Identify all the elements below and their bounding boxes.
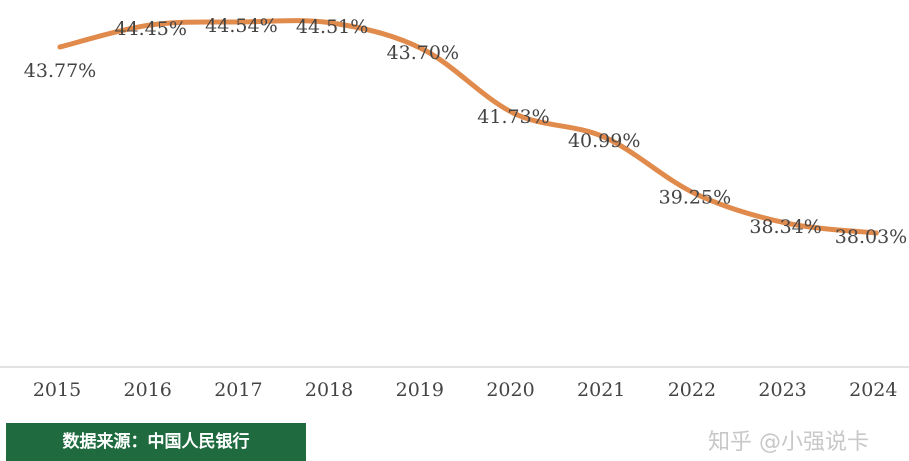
x-tick-label-2015: 2015 — [33, 379, 81, 401]
data-point-2015 — [57, 44, 63, 50]
x-tick-label-2023: 2023 — [758, 379, 806, 401]
x-tick-label-2016: 2016 — [124, 379, 172, 401]
source-badge: 数据来源：中国人民银行 — [6, 423, 306, 461]
x-tick-label-2019: 2019 — [396, 379, 444, 401]
data-point-2016 — [148, 22, 154, 28]
watermark-text: 知乎 @小强说卡 — [708, 430, 869, 455]
data-label-2024: 38.03% — [835, 226, 907, 248]
x-tick-label-2024: 2024 — [849, 379, 897, 401]
x-tick-label-2018: 2018 — [305, 379, 353, 401]
data-point-2021 — [601, 134, 607, 140]
data-label-2015: 43.77% — [24, 60, 96, 82]
data-label-2023: 38.34% — [749, 216, 821, 238]
data-label-2018: 44.51% — [296, 16, 368, 38]
data-point-2020 — [511, 110, 516, 116]
data-label-2020: 41.73% — [477, 106, 549, 128]
data-point-2019 — [420, 46, 426, 52]
data-label-2017: 44.54% — [205, 15, 277, 37]
data-point-2022 — [692, 190, 698, 196]
data-label-2019: 43.70% — [387, 42, 459, 64]
data-label-2016: 44.45% — [114, 18, 186, 40]
data-point-2017 — [238, 19, 244, 25]
data-point-2018 — [329, 20, 335, 26]
series-line — [57, 18, 879, 236]
data-point-2023 — [783, 220, 789, 226]
x-tick-label-2020: 2020 — [486, 379, 534, 401]
x-tick-label-2017: 2017 — [214, 379, 262, 401]
data-point-2024 — [873, 230, 879, 236]
data-label-2022: 39.25% — [659, 186, 731, 208]
data-label-2021: 40.99% — [568, 130, 640, 152]
x-tick-label-2021: 2021 — [577, 379, 625, 401]
x-tick-label-2022: 2022 — [668, 379, 716, 401]
